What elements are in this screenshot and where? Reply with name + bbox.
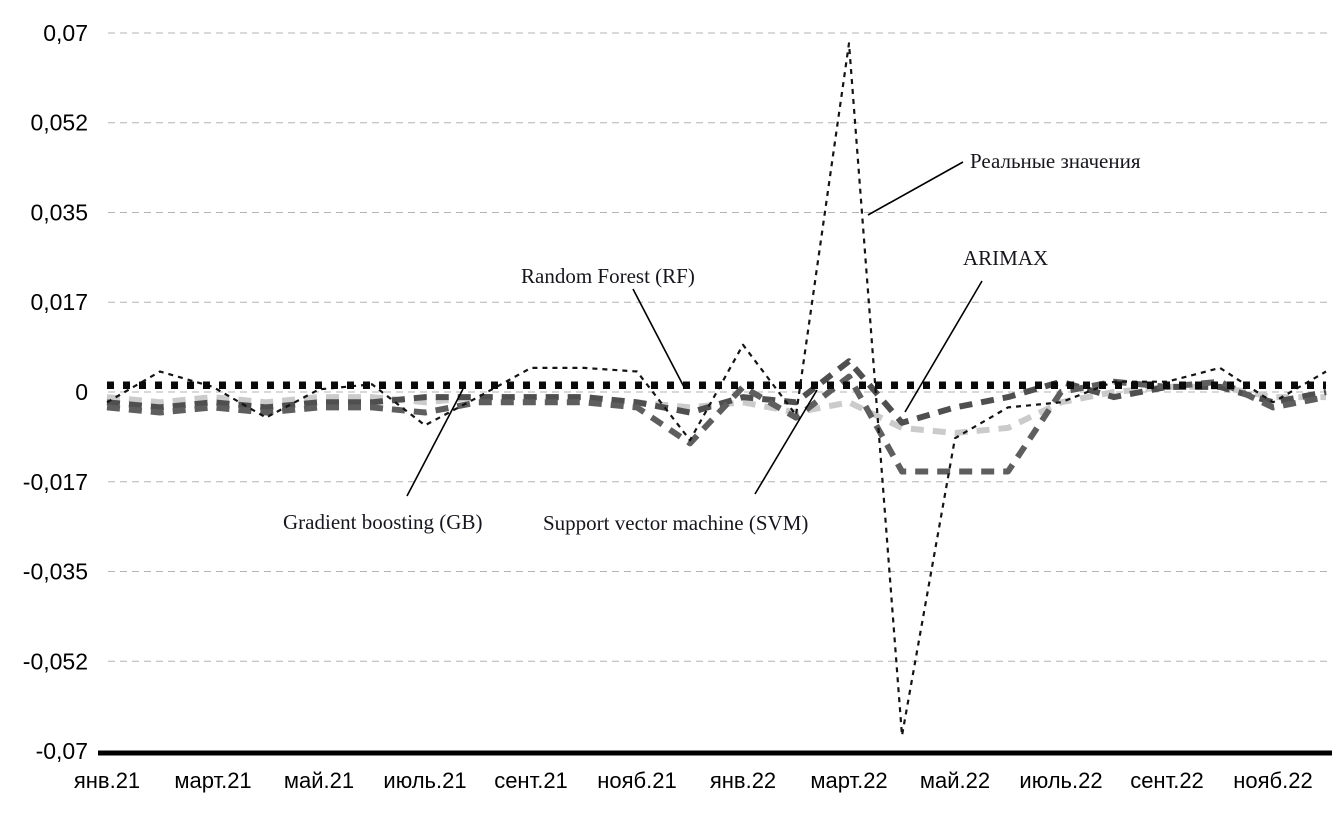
gradient-boosting-annotation: Gradient boosting (GB) — [283, 510, 482, 534]
x-tick-label: нояб.22 — [1233, 768, 1312, 793]
x-tick-label: сент.22 — [1130, 768, 1204, 793]
gridlines-group — [108, 32, 1330, 662]
x-tick-label: март.22 — [810, 768, 887, 793]
series-lines-group — [106, 42, 1327, 737]
y-tick-label: -0,035 — [23, 559, 88, 585]
x-tick-label: нояб.21 — [597, 768, 676, 793]
series-line-arimax — [106, 358, 1327, 426]
x-tick-label: май.22 — [920, 768, 990, 793]
svm-annotation: Support vector machine (SVM) — [543, 511, 808, 535]
arimax-annotation: ARIMAX — [963, 246, 1048, 270]
y-axis-tick-labels: 0,07 0,052 0,035 0,017 0 -0,017 -0,035 -0,052 -0… — [23, 20, 88, 764]
series-line-gb — [106, 383, 1326, 436]
series-line-real_values — [106, 42, 1327, 737]
svm-leader-line — [754, 389, 818, 495]
y-tick-label: -0,07 — [36, 738, 88, 764]
y-tick-label: 0 — [75, 379, 88, 405]
random-forest-leader-line — [632, 288, 685, 388]
y-tick-label: 0,035 — [30, 199, 88, 225]
y-tick-label: 0,052 — [30, 110, 88, 136]
series-line-svm — [106, 373, 1327, 475]
x-tick-label: янв.21 — [74, 768, 140, 793]
y-tick-label: -0,017 — [23, 469, 88, 495]
real-values-annotation: Реальные значения — [970, 149, 1141, 173]
real-values-leader-line — [867, 161, 964, 216]
y-tick-label: -0,052 — [23, 648, 88, 674]
gradient-boosting-leader-line — [406, 388, 464, 497]
y-tick-label: 0,07 — [43, 20, 88, 46]
random-forest-annotation: Random Forest (RF) — [521, 264, 695, 288]
x-axis-tick-labels: янв.21 март.21 май.21 июль.21 сент.21 нояб.21… — [74, 768, 1313, 793]
x-tick-label: май.21 — [284, 768, 354, 793]
x-tick-label: июль.22 — [1019, 768, 1102, 793]
arimax-leader-line — [904, 280, 983, 413]
annotations-group: Реальные значения Random Forest (RF) ARI… — [283, 149, 1141, 535]
x-tick-label: сент.21 — [494, 768, 568, 793]
x-tick-label: июль.21 — [383, 768, 466, 793]
x-tick-label: янв.22 — [710, 768, 776, 793]
y-tick-label: 0,017 — [30, 289, 88, 315]
x-tick-label: март.21 — [174, 768, 251, 793]
